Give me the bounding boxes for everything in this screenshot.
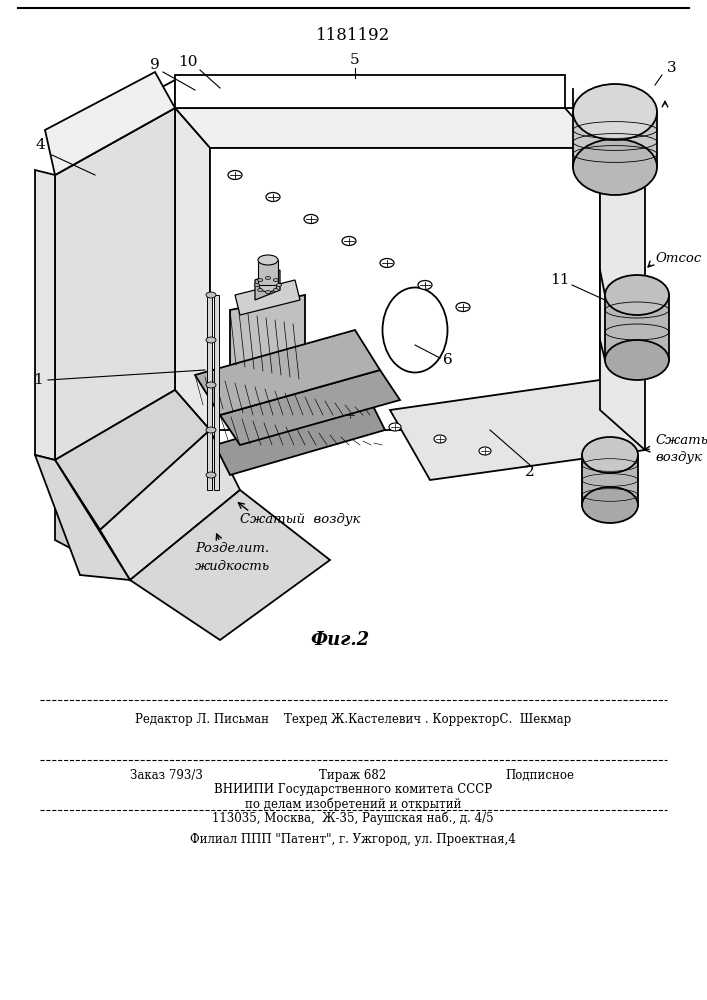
Text: Тираж 682: Тираж 682 (320, 768, 387, 782)
Polygon shape (55, 390, 210, 530)
Polygon shape (600, 148, 645, 450)
Polygon shape (175, 75, 565, 108)
Text: воздук: воздук (655, 452, 702, 464)
Polygon shape (230, 295, 305, 380)
Text: Сжатый: Сжатый (655, 434, 707, 446)
Ellipse shape (418, 280, 432, 290)
Ellipse shape (605, 340, 669, 380)
Ellipse shape (605, 275, 669, 315)
Text: 10: 10 (178, 55, 198, 69)
Polygon shape (258, 260, 278, 285)
Polygon shape (35, 455, 130, 580)
Ellipse shape (276, 284, 281, 286)
Polygon shape (215, 400, 385, 475)
Text: 4: 4 (35, 138, 45, 152)
Polygon shape (255, 270, 280, 300)
Ellipse shape (228, 170, 242, 180)
Text: 113035, Москва,  Ж-35, Раушская наб., д. 4/5: 113035, Москва, Ж-35, Раушская наб., д. … (212, 811, 493, 825)
Polygon shape (55, 108, 175, 460)
Ellipse shape (382, 288, 448, 372)
Polygon shape (210, 148, 600, 430)
Ellipse shape (206, 472, 216, 478)
Ellipse shape (266, 276, 271, 279)
Polygon shape (130, 490, 330, 640)
Ellipse shape (479, 447, 491, 455)
Text: 1: 1 (33, 373, 43, 387)
Text: Филиал ППП "Патент", г. Ужгород, ул. Проектная,4: Филиал ППП "Патент", г. Ужгород, ул. Про… (190, 834, 516, 846)
Text: 11: 11 (550, 273, 570, 287)
Ellipse shape (304, 215, 318, 224)
Polygon shape (100, 430, 240, 580)
Polygon shape (35, 170, 55, 460)
Ellipse shape (266, 192, 280, 202)
Ellipse shape (206, 292, 216, 298)
Text: ВНИИПИ Государственного комитета СССР: ВНИИПИ Государственного комитета СССР (214, 784, 492, 796)
Text: 5: 5 (350, 53, 360, 67)
Ellipse shape (259, 278, 277, 292)
Text: жидкость: жидкость (195, 560, 270, 572)
Text: по делам изобретений и открытий: по делам изобретений и открытий (245, 797, 461, 811)
Text: Фиг.2: Фиг.2 (310, 631, 370, 649)
Ellipse shape (573, 84, 657, 140)
Ellipse shape (456, 302, 470, 312)
Ellipse shape (255, 284, 259, 286)
Ellipse shape (342, 236, 356, 245)
Ellipse shape (258, 255, 278, 265)
Polygon shape (605, 295, 669, 360)
Ellipse shape (573, 139, 657, 195)
Ellipse shape (380, 258, 394, 267)
Polygon shape (207, 295, 212, 490)
Ellipse shape (206, 382, 216, 388)
Ellipse shape (206, 337, 216, 343)
Ellipse shape (434, 435, 446, 443)
Ellipse shape (258, 279, 263, 282)
Polygon shape (214, 295, 219, 490)
Polygon shape (45, 72, 175, 175)
Polygon shape (235, 280, 300, 315)
Ellipse shape (344, 411, 356, 419)
Ellipse shape (582, 437, 638, 473)
Polygon shape (220, 370, 400, 445)
Text: Редактор Л. Письман    Техред Ж.Кастелевич . КорректорС.  Шекмар: Редактор Л. Письман Техред Ж.Кастелевич … (135, 714, 571, 726)
Polygon shape (390, 380, 645, 480)
Polygon shape (55, 460, 130, 580)
Polygon shape (582, 455, 638, 505)
Ellipse shape (266, 290, 271, 294)
Ellipse shape (582, 487, 638, 523)
Ellipse shape (206, 427, 216, 433)
Polygon shape (195, 330, 380, 415)
Text: 6: 6 (443, 353, 453, 367)
Text: Заказ 793/3: Заказ 793/3 (130, 768, 203, 782)
Text: 1181192: 1181192 (316, 26, 390, 43)
Ellipse shape (274, 279, 279, 282)
Ellipse shape (258, 288, 263, 291)
Text: 3: 3 (667, 61, 677, 75)
Text: Розделит.: Розделит. (195, 542, 269, 554)
Text: Подписное: Подписное (506, 768, 575, 782)
Text: 9: 9 (150, 58, 160, 72)
Polygon shape (175, 108, 600, 148)
Polygon shape (175, 108, 210, 430)
Polygon shape (55, 80, 175, 175)
Polygon shape (573, 112, 657, 167)
Ellipse shape (274, 288, 279, 291)
Text: Сжатый  воздук: Сжатый воздук (240, 514, 361, 526)
Text: 2: 2 (525, 465, 535, 479)
Ellipse shape (389, 423, 401, 431)
Text: Отсос: Отсос (655, 251, 701, 264)
